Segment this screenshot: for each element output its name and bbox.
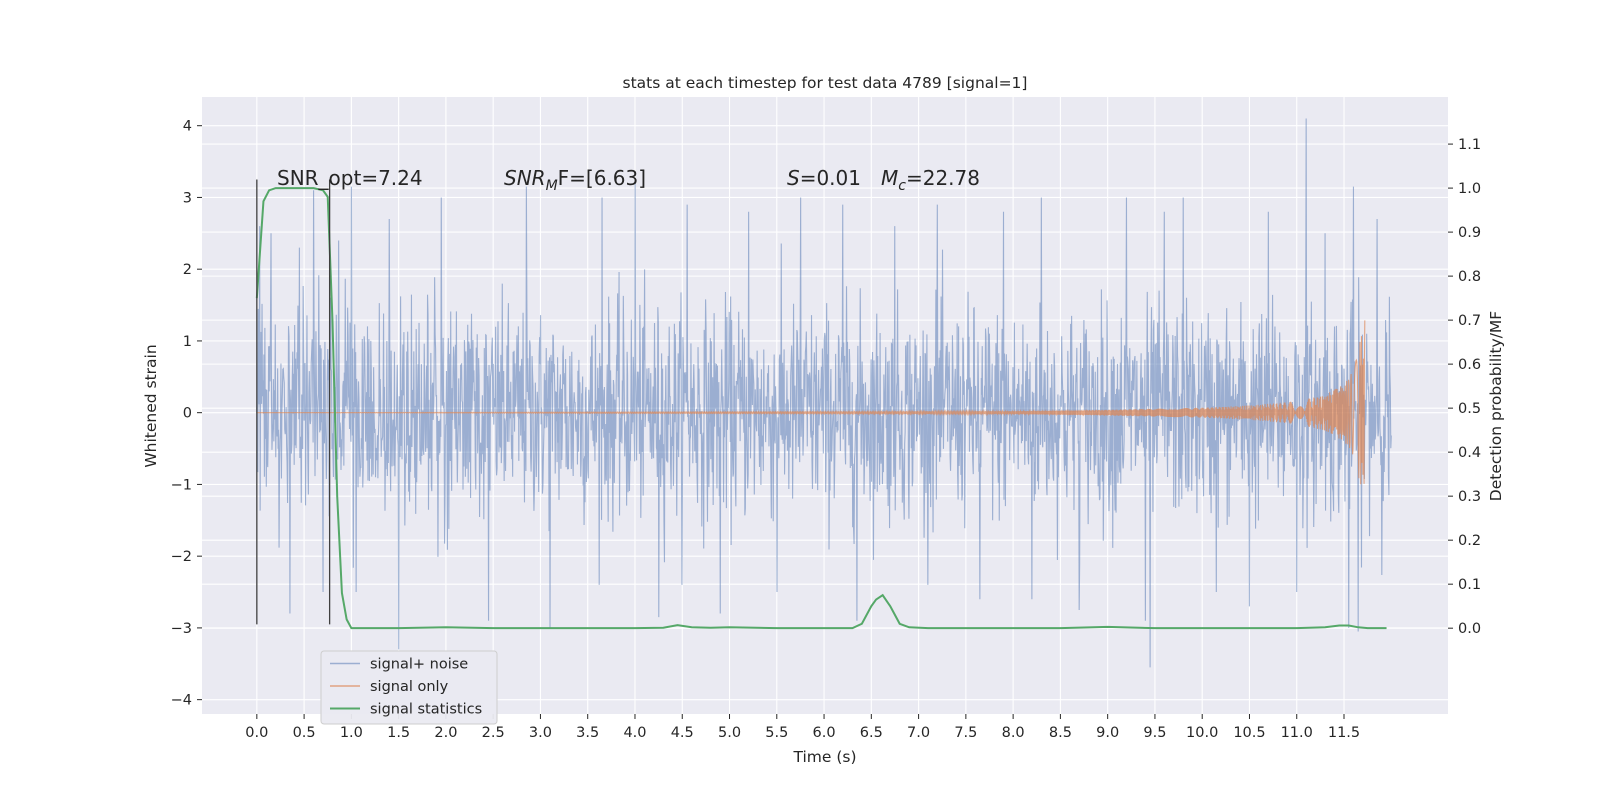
y-tick-label: 2 — [183, 262, 192, 278]
annotation-s: S=0.01 — [787, 166, 861, 190]
x-tick-label: 4.5 — [671, 725, 694, 741]
annotation-mc-rest: =22.78 — [906, 166, 980, 190]
annotation-mc: Mc=22.78 — [881, 166, 980, 194]
x-tick-label: 3.5 — [576, 725, 599, 741]
legend-label-signal-statistics: signal statistics — [370, 702, 482, 718]
y-tick-label: −2 — [171, 549, 192, 565]
y2-tick-label: 0.6 — [1458, 357, 1481, 373]
y-tick-label: 0 — [183, 406, 192, 422]
x-tick-label: 3.0 — [529, 725, 552, 741]
x-tick-label: 2.5 — [482, 725, 505, 741]
x-tick-label: 10.5 — [1233, 725, 1265, 741]
y2-tick-label: 0.4 — [1458, 445, 1481, 461]
x-tick-label: 7.5 — [954, 725, 977, 741]
y2-tick-label: 0.0 — [1458, 621, 1481, 637]
x-tick-label: 0.0 — [245, 725, 268, 741]
y2-axis-label: Detection probability/MF — [1487, 311, 1505, 502]
x-tick-label: 4.0 — [623, 725, 646, 741]
series-signal-statistics-line — [255, 187, 1387, 630]
annotation-snr-mf-rest: F=[6.63] — [558, 166, 646, 190]
x-tick-label: 5.5 — [765, 725, 788, 741]
y2-tick-label: 0.8 — [1458, 269, 1481, 285]
y-tick-label: 1 — [183, 334, 192, 350]
y2-axis-ticks: 0.0 0.1 0.2 0.3 0.4 0.5 0.6 0.7 0.8 0.9 1.0 1.1 — [1448, 137, 1481, 637]
y-tick-label: −3 — [171, 621, 192, 637]
y2-tick-label: 0.5 — [1458, 401, 1481, 417]
x-tick-label: 9.5 — [1143, 725, 1166, 741]
x-tick-label: 11.5 — [1328, 725, 1360, 741]
annotation-snr-mf: SNRMF=[6.63] — [504, 166, 646, 194]
y-tick-label: 3 — [183, 190, 192, 206]
y2-tick-label: 0.7 — [1458, 313, 1481, 329]
y-axis-ticks: −4 −3 −2 −1 0 1 2 3 4 — [171, 119, 202, 709]
y2-tick-label: 0.1 — [1458, 577, 1481, 593]
x-tick-label: 6.0 — [813, 725, 836, 741]
x-tick-label: 6.5 — [860, 725, 883, 741]
x-tick-label: 10.0 — [1186, 725, 1218, 741]
y2-tick-label: 1.0 — [1458, 181, 1481, 197]
y-axis-label: Whitened strain — [142, 344, 160, 467]
x-axis-label: Time (s) — [792, 748, 856, 766]
annotations: SNR_opt=7.24 SNRMF=[6.63] S=0.01 Mc=22.7… — [277, 166, 980, 194]
annotation-mc-sub: c — [898, 178, 906, 194]
x-tick-label: 9.0 — [1096, 725, 1119, 741]
x-tick-label: 1.0 — [340, 725, 363, 741]
annotation-s-rest: =0.01 — [800, 166, 861, 190]
chart-title: stats at each timestep for test data 478… — [623, 74, 1028, 92]
data-layer — [255, 118, 1392, 668]
y2-tick-label: 1.1 — [1458, 137, 1481, 153]
annotation-mc-base: M — [881, 166, 898, 190]
y2-tick-label: 0.3 — [1458, 489, 1481, 505]
x-tick-label: 1.5 — [387, 725, 410, 741]
series-signal-noise-line — [256, 118, 1392, 668]
y2-tick-label: 0.9 — [1458, 225, 1481, 241]
x-tick-label: 7.0 — [907, 725, 930, 741]
y-tick-label: −4 — [171, 693, 192, 709]
x-tick-label: 2.0 — [434, 725, 457, 741]
x-axis-ticks: 0.0 0.5 1.0 1.5 2.0 2.5 3.0 3.5 4.0 4.5 5.0 5.5 6.0 6… — [245, 714, 1360, 741]
annotation-snr-mf-base: SNR — [504, 166, 546, 190]
annotation-s-base: S — [787, 166, 800, 190]
legend-box — [320, 650, 498, 725]
x-tick-label: 0.5 — [293, 725, 316, 741]
x-tick-label: 5.0 — [718, 725, 741, 741]
x-tick-label: 8.5 — [1049, 725, 1072, 741]
y-tick-label: −1 — [171, 477, 192, 493]
legend: signal+ noise signal only signal statist… — [320, 650, 498, 725]
annotation-snr-mf-sub: M — [546, 178, 558, 194]
x-tick-label: 8.0 — [1002, 725, 1025, 741]
series-signal-only-line — [256, 320, 1366, 485]
y2-tick-label: 0.2 — [1458, 533, 1481, 549]
y-tick-label: 4 — [183, 119, 192, 135]
legend-label-signal-only: signal only — [370, 679, 449, 695]
legend-label-signal-noise: signal+ noise — [370, 657, 468, 673]
x-tick-label: 11.0 — [1281, 725, 1313, 741]
annotation-snr-opt: SNR_opt=7.24 — [277, 166, 423, 190]
